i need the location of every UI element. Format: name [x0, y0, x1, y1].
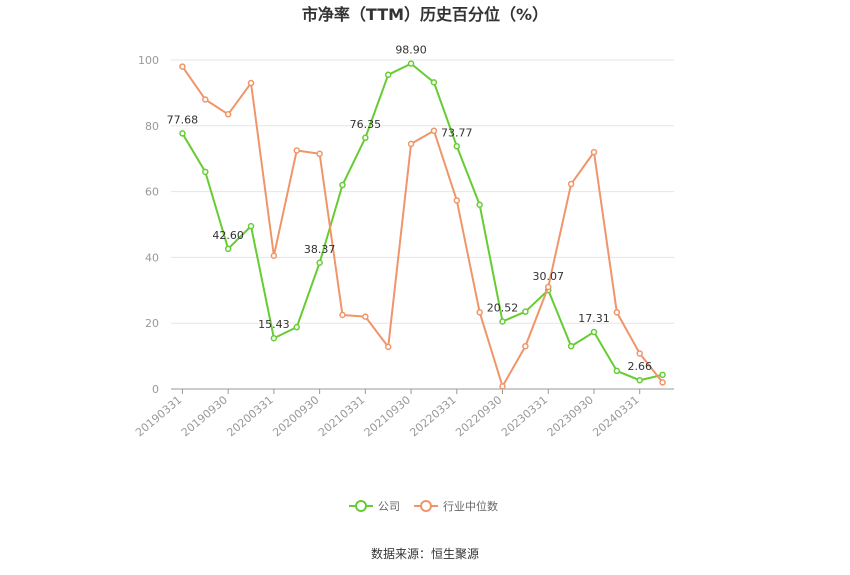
data-point-0-15 [522, 308, 529, 315]
data-point-0-18 [590, 328, 598, 336]
source-note: 数据来源：恒生聚源 [371, 546, 479, 561]
data-point-1-9 [384, 343, 392, 351]
x-tick-label: 20210331 [316, 393, 367, 439]
data-point-1-2 [224, 111, 232, 118]
legend-label-industry-median: 行业中位数 [443, 499, 498, 513]
data-point-1-1 [202, 96, 209, 103]
grid [171, 59, 674, 324]
data-label-0-4: 15.43 [258, 318, 290, 331]
data-point-0-4 [270, 334, 278, 342]
data-label-0-10: 98.90 [395, 44, 427, 57]
x-tick-label: 20190331 [133, 393, 184, 439]
data-point-1-10 [407, 140, 415, 148]
data-point-1-12 [453, 197, 461, 204]
data-point-0-2 [224, 245, 232, 253]
data-point-1-17 [567, 180, 575, 188]
y-tick-label: 20 [145, 317, 159, 330]
data-point-0-20 [636, 376, 643, 384]
series-line-1 [181, 66, 664, 388]
data-point-1-5 [293, 147, 300, 154]
data-point-0-11 [430, 79, 438, 86]
data-point-0-5 [293, 323, 300, 331]
data-label-0-20: 2.66 [627, 360, 652, 373]
data-point-0-8 [362, 134, 369, 142]
axes: 0 20 40 60 80 100 2019033120190930202003312020… [133, 54, 674, 439]
data-point-1-3 [247, 79, 255, 87]
x-tick-label: 20220331 [407, 393, 458, 439]
data-point-0-7 [339, 181, 346, 189]
data-label-0-16: 30.07 [533, 270, 565, 283]
x-tick-label: 20240331 [590, 393, 641, 439]
x-tick-label: 20230331 [499, 393, 550, 439]
data-point-1-6 [316, 150, 323, 158]
data-point-1-0 [179, 63, 186, 70]
x-tick-label: 20200331 [225, 393, 276, 439]
y-tick-label: 100 [138, 54, 159, 67]
x-tick-label: 20220930 [453, 393, 504, 439]
y-tick-label: 80 [145, 120, 159, 133]
data-point-0-6 [316, 259, 323, 267]
legend-item-company[interactable]: 公司 [349, 500, 400, 513]
data-point-0-19 [613, 367, 621, 375]
data-label-0-2: 42.60 [212, 229, 244, 242]
data-label-0-0: 77.68 [167, 113, 199, 126]
legend[interactable]: 公司 行业中位数 [349, 499, 498, 513]
data-point-0-3 [247, 222, 255, 230]
data-point-1-14 [499, 383, 506, 390]
data-point-1-19 [613, 309, 621, 316]
data-label-0-6: 38.37 [304, 243, 336, 256]
data-point-1-7 [339, 311, 346, 319]
data-point-0-21 [659, 371, 666, 379]
data-point-1-20 [636, 350, 643, 357]
data-point-1-21 [659, 379, 666, 386]
data-point-1-4 [270, 252, 278, 260]
data-point-1-13 [476, 309, 483, 316]
data-point-1-16 [545, 283, 552, 291]
data-point-0-9 [384, 71, 392, 79]
data-point-0-10 [407, 60, 415, 67]
legend-marker-company [355, 500, 367, 512]
data-point-1-11 [430, 127, 438, 134]
y-tick-label: 60 [145, 186, 159, 199]
data-label-0-8: 76.35 [350, 118, 382, 131]
x-tick-label: 20230930 [545, 393, 596, 439]
x-tick-label: 20210930 [362, 393, 413, 439]
data-point-0-1 [202, 168, 209, 176]
data-point-0-17 [567, 342, 575, 350]
legend-marker-industry-median [420, 500, 432, 512]
data-point-1-8 [362, 313, 369, 320]
data-point-1-15 [522, 342, 529, 350]
chart-title: 市净率（TTM）历史百分位（%） [302, 5, 548, 24]
data-point-0-0 [179, 130, 186, 137]
data-labels: 77.68 42.60 15.43 38.37 76.35 98.90 73.77 20.52… [167, 44, 652, 374]
data-point-0-14 [499, 318, 506, 325]
data-label-0-12: 73.77 [441, 126, 473, 139]
legend-label-company: 公司 [378, 500, 400, 513]
y-tick-label: 0 [152, 383, 159, 396]
data-point-0-13 [476, 201, 483, 209]
legend-item-industry-median[interactable]: 行业中位数 [414, 499, 498, 513]
y-tick-label: 40 [145, 251, 159, 264]
series-line-0 [181, 62, 663, 382]
data-point-1-18 [590, 148, 598, 156]
data-point-0-12 [453, 143, 461, 150]
data-label-0-14: 20.52 [487, 301, 519, 314]
data-label-0-18: 17.31 [578, 312, 610, 325]
series-layer [179, 60, 666, 390]
x-tick-label: 20190930 [179, 393, 230, 439]
x-tick-label: 20200930 [270, 393, 321, 439]
